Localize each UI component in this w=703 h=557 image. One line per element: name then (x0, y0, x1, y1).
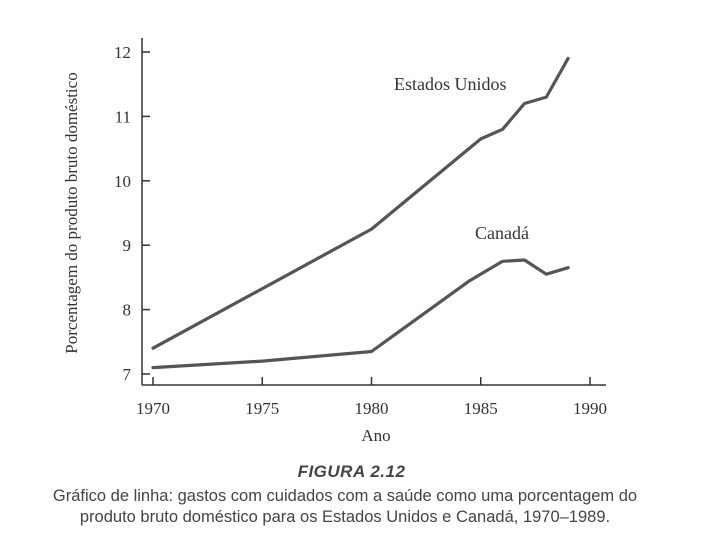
caption-line-1: Gráfico de linha: gastos com cuidados co… (52, 487, 638, 505)
labels: Ano Porcentagem do produto bruto doméstic… (62, 72, 529, 445)
y-tick-label-11: 11 (115, 107, 131, 126)
figure-title: FIGURA 2.12 (297, 462, 406, 481)
series-line-canada (151, 258, 570, 370)
x-tick-label-1970: 1970 (136, 399, 170, 418)
x-tick-label-1990: 1990 (573, 399, 607, 418)
series-label-canada: Canadá (475, 223, 529, 243)
series-label-estados-unidos: Estados Unidos (394, 74, 507, 94)
y-tick-label-12: 12 (114, 43, 131, 62)
y-tick-label-7: 7 (123, 365, 132, 384)
x-tick-label-1980: 1980 (355, 399, 389, 418)
y-tick-label-10: 10 (114, 172, 131, 191)
y-tick-label-9: 9 (123, 236, 132, 255)
ticks: 7 8 9 10 11 12 1970 1975 1980 1985 1990 (114, 43, 607, 418)
x-tick-label-1975: 1975 (245, 399, 279, 418)
caption-line-2: produto bruto doméstico para os Estados … (79, 508, 611, 526)
x-tick-label-1985: 1985 (464, 399, 498, 418)
axes (141, 38, 606, 386)
x-axis-title: Ano (361, 426, 390, 445)
series-line-estados-unidos (151, 56, 570, 350)
series-lines (151, 56, 570, 370)
figure-caption: Gráfico de linha: gastos com cuidados co… (0, 486, 690, 528)
line-chart: 7 8 9 10 11 12 1970 1975 1980 1985 1990 Ano Porcent… (62, 38, 607, 445)
y-axis-title: Porcentagem do produto bruto doméstico (62, 72, 81, 353)
y-tick-label-8: 8 (123, 301, 132, 320)
